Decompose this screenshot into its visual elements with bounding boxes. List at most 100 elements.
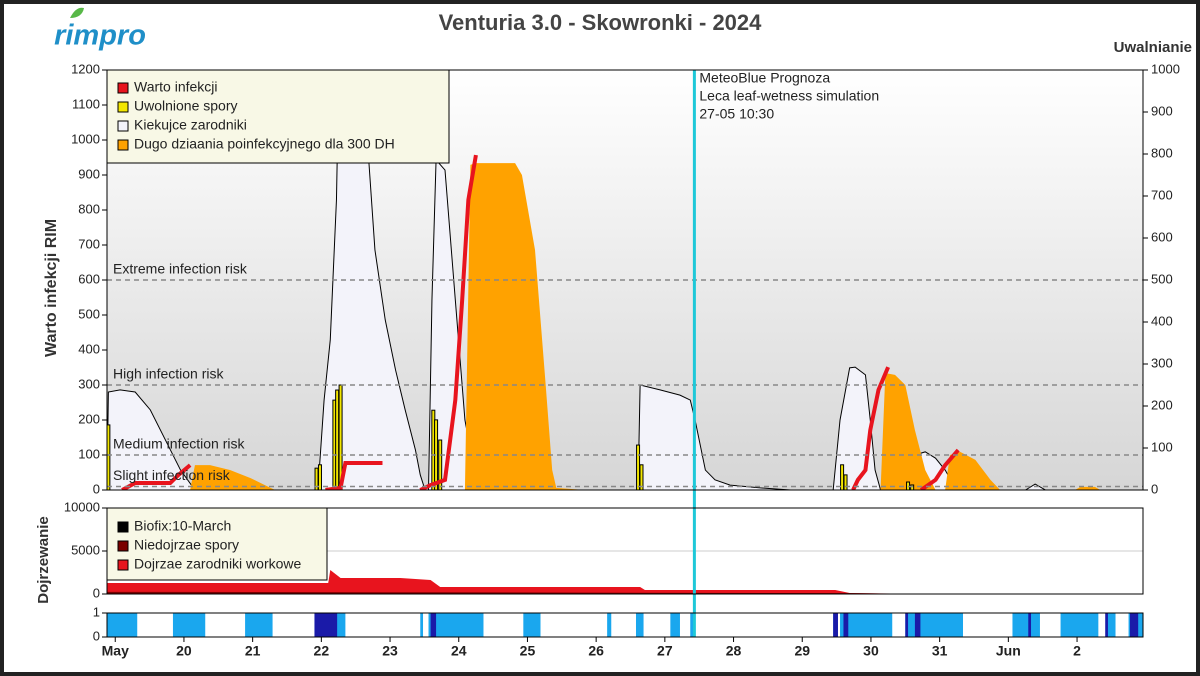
wetness-period — [833, 613, 838, 637]
y-tick-label: 900 — [78, 166, 100, 181]
x-tick-label: 20 — [176, 643, 192, 659]
plot-frame — [106, 69, 1144, 491]
legend-swatch — [117, 521, 129, 533]
y-tick-label: 1100 — [72, 96, 100, 111]
y-tick-label: 0 — [93, 481, 100, 496]
y-tick-label: 300 — [78, 376, 100, 391]
y2-tick-label: 900 — [1151, 103, 1173, 118]
y-axis-label: Warto infekcji RIM — [43, 219, 60, 357]
legend-label: Dojrzae zarodniki workowe — [134, 556, 302, 572]
y2-tick-label: 0 — [1151, 481, 1158, 496]
y-tick-label: 200 — [78, 411, 100, 426]
wetness-period — [843, 613, 849, 637]
y2-tick-label: 300 — [1151, 355, 1173, 370]
line — [121, 154, 960, 490]
x-tick-label: Jun — [996, 643, 1021, 659]
wetness-period — [635, 613, 644, 637]
y-tick-label: 10000 — [64, 499, 100, 514]
bar — [338, 384, 343, 490]
x-tick-label: 28 — [726, 643, 742, 659]
x-tick-label: 24 — [451, 643, 467, 659]
wetness-period — [523, 613, 541, 637]
x-tick-label: 23 — [382, 643, 398, 659]
y2-tick-label: 700 — [1151, 187, 1173, 202]
x-tick-label: 21 — [245, 643, 261, 659]
x-tick-label: 2 — [1073, 643, 1081, 659]
y-tick-label: 1 — [93, 604, 100, 619]
wetness-period — [172, 613, 206, 637]
wetness-period — [1105, 613, 1108, 637]
forecast-label: 27-05 10:30 — [699, 106, 774, 122]
wetness-period — [1129, 613, 1139, 637]
logo-leaf — [70, 7, 84, 18]
x-tick-label: 29 — [794, 643, 810, 659]
legend-swatch — [117, 540, 129, 552]
y-tick-label: 800 — [78, 201, 100, 216]
y2-tick-label: 500 — [1151, 271, 1173, 286]
legend-swatch — [117, 82, 129, 94]
y-tick-label: 500 — [78, 306, 100, 321]
legend-swatch — [117, 559, 129, 571]
y-tick-label: 0 — [93, 628, 100, 643]
wetness-period — [428, 613, 484, 637]
y-tick-label: 1000 — [71, 131, 100, 146]
wetness-period — [1028, 613, 1032, 637]
threshold-label: Medium infection risk — [113, 436, 245, 452]
x-tick-label: May — [102, 643, 129, 659]
y2-tick-label: 800 — [1151, 145, 1173, 160]
legend-swatch — [117, 101, 129, 113]
wetness-period — [1060, 613, 1099, 637]
x-tick-label: 22 — [314, 643, 330, 659]
y-tick-label: 400 — [78, 341, 100, 356]
legend-label: Biofix:10-March — [134, 518, 231, 534]
bar — [335, 389, 340, 490]
y2-tick-label: 400 — [1151, 313, 1173, 328]
threshold-label: High infection risk — [113, 366, 224, 382]
bar — [840, 464, 845, 490]
area — [107, 591, 926, 594]
wetness-series — [107, 613, 1143, 637]
bar — [636, 444, 641, 490]
legend-label: Kiekujce zarodniki — [134, 117, 247, 133]
wetness-period — [905, 613, 909, 637]
y2-tick-label: 200 — [1151, 397, 1173, 412]
y-tick-label: 1200 — [71, 61, 100, 76]
legend-swatch — [117, 120, 129, 132]
threshold-label: Extreme infection risk — [113, 261, 248, 277]
wetness-period — [245, 613, 273, 637]
x-tick-label: 27 — [657, 643, 673, 659]
y2-tick-label: 1000 — [1151, 61, 1180, 76]
y-tick-label: 600 — [78, 271, 100, 286]
chart-title: Venturia 3.0 - Skowronki - 2024 — [439, 10, 763, 35]
legend-label: Uwolnione spory — [134, 98, 238, 114]
x-tick-label: 30 — [863, 643, 879, 659]
area — [107, 569, 926, 594]
wetness-period — [840, 613, 893, 637]
legend-label: Niedojrzae spory — [134, 537, 239, 553]
x-tick-label: 26 — [588, 643, 604, 659]
wetness-period — [670, 613, 680, 637]
wetness-period — [1012, 613, 1040, 637]
wetness-period — [430, 613, 437, 637]
legend-label: Warto infekcji — [134, 79, 218, 95]
y-tick-label: 0 — [93, 585, 100, 600]
legend-label: Dugo dziaania poinfekcyjnego dla 300 DH — [134, 136, 395, 152]
wetness-period — [607, 613, 612, 637]
legend-box — [106, 507, 328, 581]
wetness-area — [107, 613, 1143, 637]
bar — [910, 484, 915, 490]
x-tick-label: 25 — [520, 643, 536, 659]
wetness-period — [420, 613, 424, 637]
overlay: 0100200300400500600700800900100011001200… — [64, 61, 1180, 658]
bar — [843, 474, 848, 490]
maturation-frame — [106, 507, 1144, 595]
wetness-period — [1106, 613, 1116, 637]
y-tick-label: 5000 — [71, 542, 100, 557]
y-tick-label: 100 — [78, 446, 100, 461]
wetness-period — [905, 613, 964, 637]
wetness-period — [107, 613, 138, 637]
legend-swatch — [117, 139, 129, 151]
